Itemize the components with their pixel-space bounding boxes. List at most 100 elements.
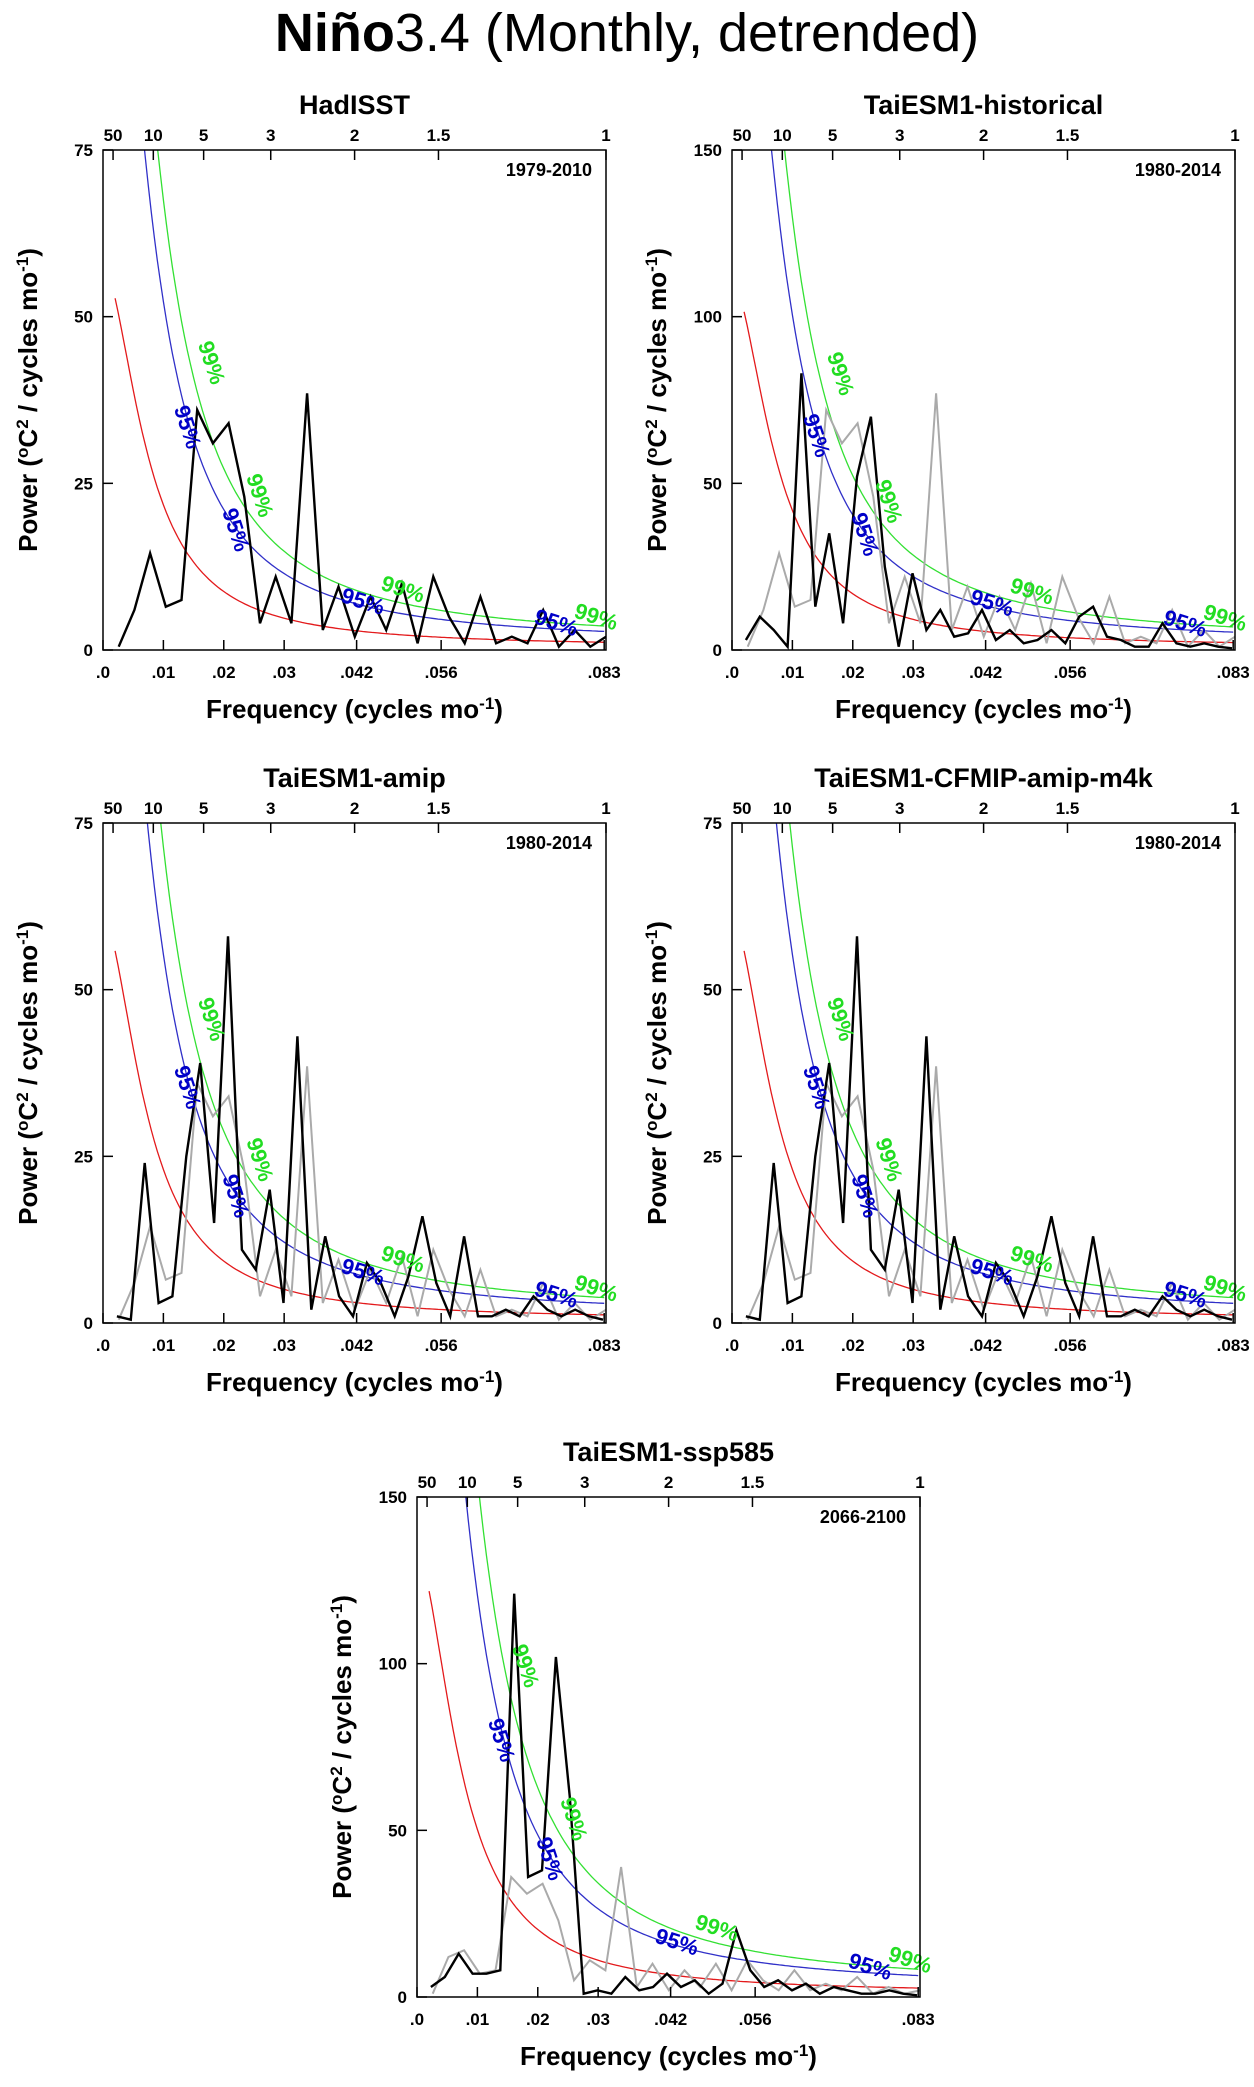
period-label: 1980-2014 bbox=[1135, 160, 1221, 180]
x-tick-label: .01 bbox=[781, 1336, 805, 1355]
y-tick-label: 25 bbox=[703, 1147, 722, 1166]
spectrum-chart: 95%99%95%99%95%99%95%99%.0.01.02.03.042.… bbox=[327, 1437, 936, 2072]
plot-frame bbox=[731, 149, 1236, 651]
sig95-curve bbox=[770, 150, 1234, 633]
x-tick-label: .083 bbox=[902, 2010, 935, 2029]
spectrum-line bbox=[117, 393, 606, 649]
panel-title: TaiESM1-ssp585 bbox=[563, 1437, 774, 1467]
y-axis-label: Power (oC2 / cycles mo-1) bbox=[327, 1595, 358, 1899]
sig99-label: 99% bbox=[571, 1269, 621, 1306]
x-tick-label: .083 bbox=[588, 663, 621, 682]
y-tick-label: 0 bbox=[84, 641, 93, 660]
top-tick-label: 1 bbox=[915, 1473, 924, 1492]
top-tick-label: 5 bbox=[828, 799, 837, 818]
top-tick-label: 1.5 bbox=[1056, 126, 1080, 145]
x-tick-label: .0 bbox=[410, 2010, 424, 2029]
x-tick-label: .0 bbox=[96, 1336, 110, 1355]
y-tick-label: 0 bbox=[398, 1988, 407, 2007]
period-label: 2066-2100 bbox=[820, 1507, 906, 1527]
sig95-label: 95% bbox=[1160, 1276, 1210, 1313]
plot-frame bbox=[102, 149, 607, 651]
y-tick-label: 0 bbox=[84, 1314, 93, 1333]
y-tick-label: 25 bbox=[74, 1147, 93, 1166]
top-tick-label: 1 bbox=[1230, 799, 1239, 818]
top-tick-label: 3 bbox=[580, 1473, 589, 1492]
top-tick-label: 5 bbox=[828, 126, 837, 145]
sig99-label: 99% bbox=[193, 338, 230, 388]
panel-taiesm1-ssp585: 95% 99% 95% 99% 95% 99% 95% 99% .0.01.02.03.042.… bbox=[327, 1422, 970, 2087]
x-tick-label: .0 bbox=[96, 663, 110, 682]
spectrum-chart: 95%99%95%99%95%99%95%99%.0.01.02.03.042.… bbox=[642, 90, 1251, 724]
sig95-label: 95% bbox=[483, 1715, 520, 1765]
x-tick-label: .01 bbox=[466, 2010, 490, 2029]
curves bbox=[743, 823, 1235, 1322]
x-tick-label: .083 bbox=[1217, 1336, 1250, 1355]
top-tick-label: 5 bbox=[513, 1473, 522, 1492]
period-label: 1980-2014 bbox=[506, 833, 592, 853]
top-tick-label: 1 bbox=[601, 799, 610, 818]
spectrum-line bbox=[745, 936, 1233, 1322]
top-tick-label: 50 bbox=[104, 799, 123, 818]
panel-taiesm1-amip: 95% 99% 95% 99% 95% 99% 95% 99% .0.01.02.03.042.… bbox=[13, 748, 656, 1413]
curves bbox=[743, 150, 1235, 650]
x-tick-label: .056 bbox=[425, 1336, 458, 1355]
x-tick-label: .02 bbox=[841, 1336, 865, 1355]
curves bbox=[114, 150, 606, 649]
spectrum-line bbox=[116, 936, 604, 1322]
x-tick-label: .042 bbox=[340, 1336, 373, 1355]
y-tick-label: 75 bbox=[74, 141, 93, 160]
top-tick-label: 50 bbox=[733, 799, 752, 818]
sig95-label: 95% bbox=[169, 402, 206, 452]
x-tick-label: .02 bbox=[212, 663, 236, 682]
top-tick-label: 1.5 bbox=[741, 1473, 765, 1492]
sig99-label: 99% bbox=[822, 349, 859, 399]
panel-title: TaiESM1-amip bbox=[263, 763, 446, 793]
spectrum-chart: 95%99%95%99%95%99%95%99%.0.01.02.03.042.… bbox=[642, 763, 1251, 1397]
x-axis-label: Frequency (cycles mo-1) bbox=[520, 2041, 817, 2072]
x-tick-label: .03 bbox=[901, 663, 925, 682]
sig95-curve bbox=[465, 1497, 919, 1977]
sig99-label: 99% bbox=[241, 1135, 278, 1185]
panel-title: HadISST bbox=[299, 90, 411, 120]
x-tick-label: .03 bbox=[901, 1336, 925, 1355]
y-tick-label: 50 bbox=[388, 1821, 407, 1840]
x-tick-label: .02 bbox=[212, 1336, 236, 1355]
top-tick-label: 5 bbox=[199, 799, 208, 818]
y-tick-label: 50 bbox=[703, 474, 722, 493]
markov-curve bbox=[428, 1590, 919, 1989]
y-tick-label: 75 bbox=[74, 814, 93, 833]
x-tick-label: .01 bbox=[152, 1336, 176, 1355]
y-tick-label: 150 bbox=[379, 1488, 407, 1507]
y-tick-label: 75 bbox=[703, 814, 722, 833]
x-tick-label: .042 bbox=[340, 663, 373, 682]
top-tick-label: 50 bbox=[733, 126, 752, 145]
top-tick-label: 10 bbox=[144, 126, 163, 145]
spectrum-chart: 95%99%95%99%95%99%95%99%.0.01.02.03.042.… bbox=[13, 90, 622, 724]
x-tick-label: .083 bbox=[1217, 663, 1250, 682]
top-tick-label: 1 bbox=[601, 126, 610, 145]
y-tick-label: 100 bbox=[379, 1655, 407, 1674]
spectrum-line bbox=[744, 373, 1233, 650]
x-tick-label: .056 bbox=[1054, 663, 1087, 682]
top-tick-label: 3 bbox=[895, 126, 904, 145]
y-tick-label: 150 bbox=[694, 141, 722, 160]
curves bbox=[114, 823, 606, 1322]
sig95-label: 95% bbox=[531, 1834, 568, 1884]
x-tick-label: .042 bbox=[654, 2010, 687, 2029]
y-axis-label: Power (oC2 / cycles mo-1) bbox=[13, 921, 44, 1225]
top-tick-label: 2 bbox=[664, 1473, 673, 1492]
sig99-curve bbox=[783, 150, 1234, 628]
y-tick-label: 100 bbox=[694, 308, 722, 327]
sig99-label: 99% bbox=[885, 1941, 935, 1978]
reference-line bbox=[746, 393, 1235, 649]
y-axis-label: Power (oC2 / cycles mo-1) bbox=[642, 921, 673, 1225]
y-tick-label: 25 bbox=[74, 474, 93, 493]
top-tick-label: 10 bbox=[773, 126, 792, 145]
sig99-curve bbox=[160, 823, 605, 1299]
panel-hadisst: 95% 99% 95% 99% 95% 99% 95% 99% .0.01.02.03.042.… bbox=[13, 75, 656, 740]
panel-title: TaiESM1-CFMIP-amip-m4k bbox=[814, 763, 1154, 793]
spectrum-line bbox=[430, 1593, 918, 1997]
x-tick-label: .083 bbox=[588, 1336, 621, 1355]
x-tick-label: .02 bbox=[526, 2010, 550, 2029]
top-tick-label: 1.5 bbox=[427, 126, 451, 145]
